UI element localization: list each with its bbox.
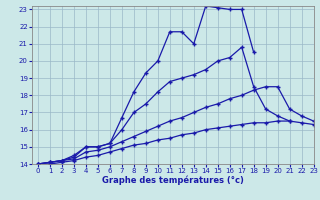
X-axis label: Graphe des températures (°c): Graphe des températures (°c) — [102, 176, 244, 185]
